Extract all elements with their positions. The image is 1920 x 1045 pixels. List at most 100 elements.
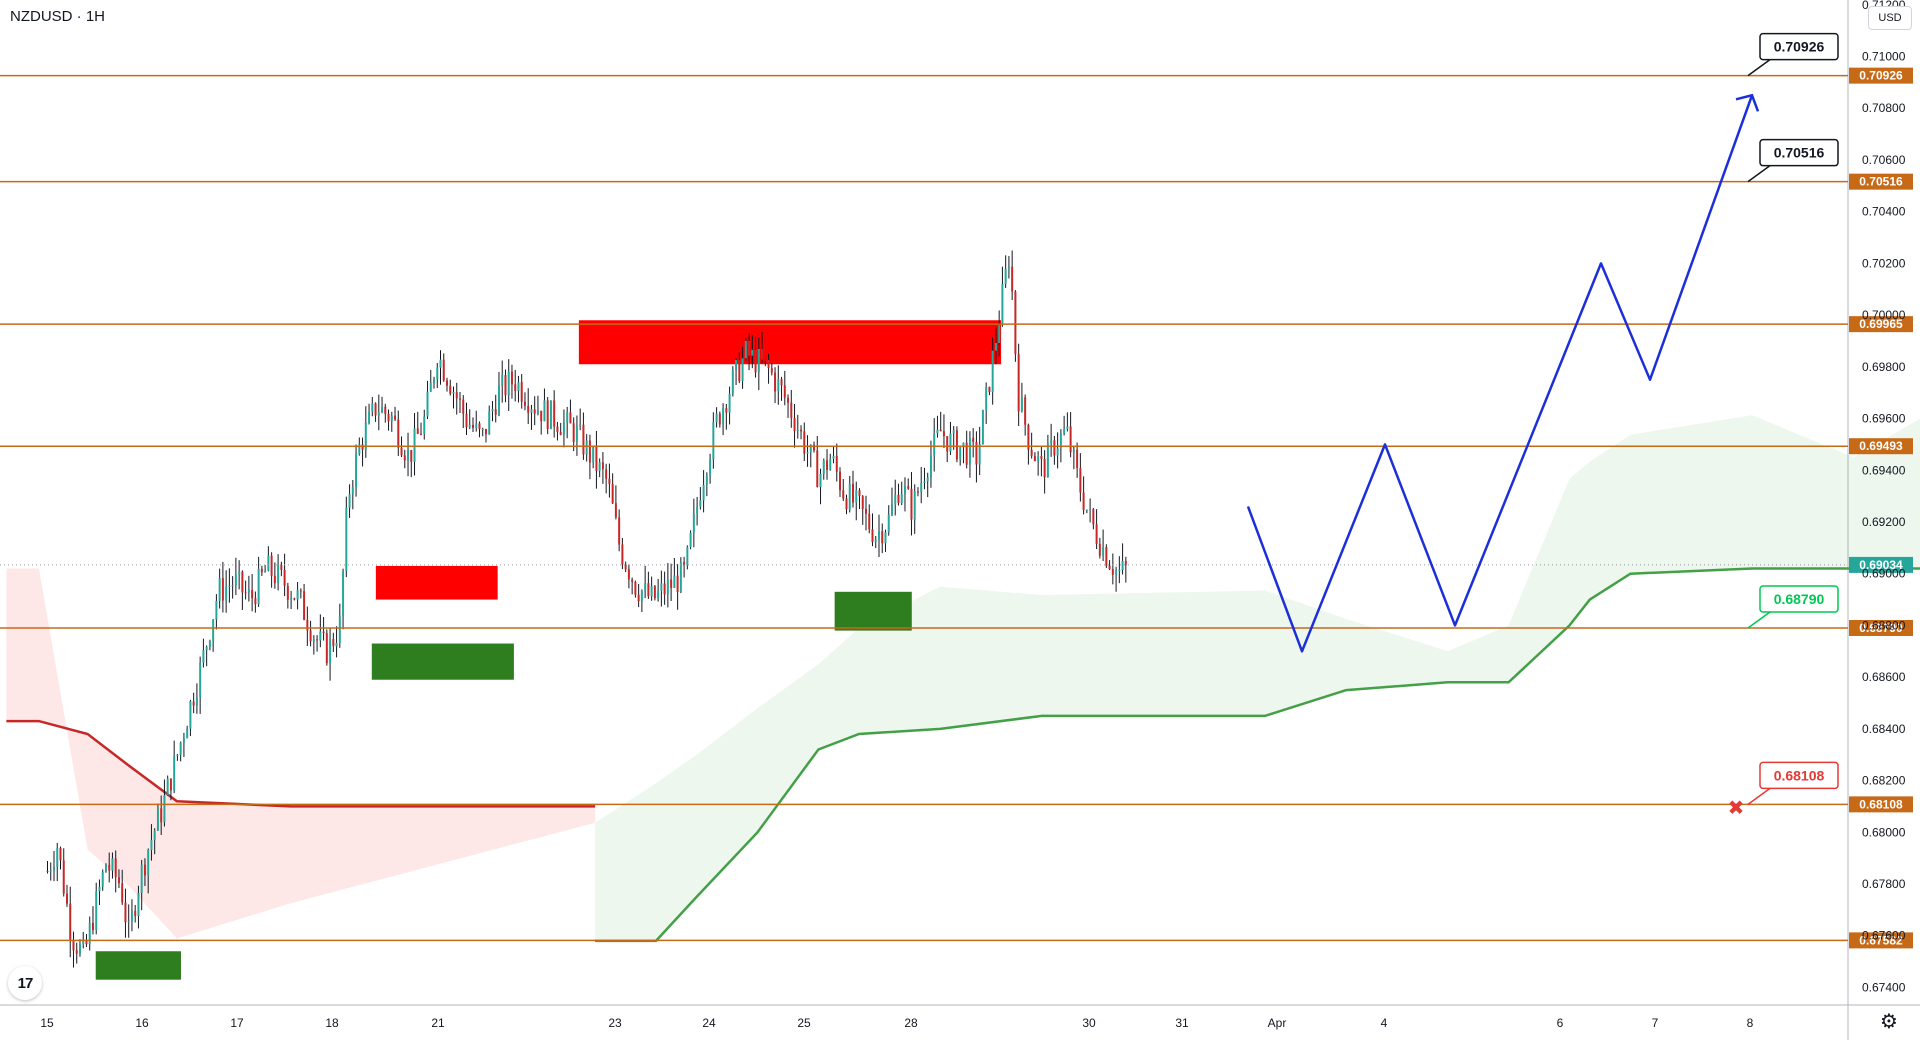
candle xyxy=(611,473,614,505)
candle-body xyxy=(88,922,91,945)
level-axis-tag xyxy=(1849,316,1913,333)
candle-body xyxy=(608,478,611,485)
tradingview-logo-icon[interactable]: 17 xyxy=(8,966,42,1000)
candle-body xyxy=(647,583,650,597)
candle xyxy=(884,529,887,552)
price-tick-label: 0.69200 xyxy=(1862,515,1906,529)
candle xyxy=(1102,529,1105,562)
gear-icon[interactable]: ⚙ xyxy=(1880,1010,1898,1033)
candle xyxy=(981,409,984,445)
candle xyxy=(416,411,419,435)
time-tick-label: 17 xyxy=(230,1016,244,1030)
candle-body xyxy=(390,415,393,422)
candle-body xyxy=(384,406,387,414)
candle xyxy=(1011,250,1014,301)
candle xyxy=(449,379,452,396)
symbol-label[interactable]: NZDUSD · 1H xyxy=(10,8,106,25)
candle-body xyxy=(764,359,767,361)
candle-body xyxy=(286,585,289,600)
candle xyxy=(345,496,348,578)
candle xyxy=(137,885,140,929)
candle xyxy=(530,404,533,430)
candle-body xyxy=(929,455,932,478)
candle-body xyxy=(394,415,397,420)
candle xyxy=(1043,450,1046,494)
candle-body xyxy=(273,575,276,584)
candle xyxy=(98,879,101,906)
candle xyxy=(52,851,55,882)
candle xyxy=(270,552,273,588)
candle-body xyxy=(241,571,244,593)
candle-body xyxy=(731,370,734,394)
candle xyxy=(939,411,942,432)
candle xyxy=(689,530,692,550)
candle-body xyxy=(826,460,829,470)
candle-body xyxy=(507,371,510,396)
candle xyxy=(72,931,75,968)
candle-body xyxy=(471,424,474,428)
candle-body xyxy=(592,445,595,463)
candle xyxy=(855,481,858,521)
candle-body xyxy=(137,892,140,917)
price-tick-label: 0.70200 xyxy=(1862,256,1906,270)
candle-body xyxy=(822,460,825,474)
price-axis: 0.71200 0.71000 0.70800 0.70600 0.70400 0.702… xyxy=(1862,0,1906,994)
candle xyxy=(757,337,760,391)
candle xyxy=(413,413,416,476)
candle-body xyxy=(848,483,851,510)
candle xyxy=(62,848,65,897)
candle-body xyxy=(351,487,354,495)
candle-body xyxy=(416,428,419,434)
candle xyxy=(650,576,653,601)
candle-body xyxy=(657,590,660,599)
candle xyxy=(1001,266,1004,327)
candle-body xyxy=(813,444,816,451)
candle xyxy=(813,441,816,453)
candle xyxy=(475,410,478,432)
candle xyxy=(238,560,241,590)
candle xyxy=(462,395,465,428)
candle xyxy=(637,584,640,608)
candle-body xyxy=(371,403,374,412)
candle-body xyxy=(458,398,461,400)
candle-body xyxy=(527,405,530,413)
candle xyxy=(436,362,439,389)
callout-box xyxy=(1759,138,1839,167)
candle-body xyxy=(712,422,715,460)
level-axis-tag xyxy=(1849,796,1913,813)
candle-body xyxy=(637,594,640,602)
candle xyxy=(653,584,656,601)
price-tick-label: 0.68000 xyxy=(1862,825,1906,839)
candle xyxy=(579,408,582,431)
candle-body xyxy=(751,349,754,356)
level-axis-tag xyxy=(1849,620,1913,637)
price-tick-label: 0.70400 xyxy=(1862,205,1906,219)
candle-body xyxy=(78,944,81,954)
candle-body xyxy=(696,506,699,514)
currency-button[interactable]: USD xyxy=(1868,6,1912,30)
candle xyxy=(800,425,803,440)
candle-body xyxy=(494,409,497,415)
current-price-text: 0.69034 xyxy=(1859,558,1903,572)
callout-box xyxy=(1759,32,1839,61)
candle xyxy=(458,391,461,414)
candle-body xyxy=(49,870,52,872)
candle xyxy=(1063,415,1066,436)
candle xyxy=(228,568,231,603)
candle-body xyxy=(52,866,55,871)
candle xyxy=(913,484,916,534)
candle-body xyxy=(1027,424,1030,450)
candle-body xyxy=(936,429,939,434)
candle xyxy=(140,859,143,911)
callout-text: 0.68790 xyxy=(1774,591,1825,607)
candle-body xyxy=(1001,283,1004,326)
price-tick-label: 0.67400 xyxy=(1862,980,1906,994)
candle xyxy=(468,409,471,430)
price-tick-label: 0.67600 xyxy=(1862,929,1906,943)
candle xyxy=(199,656,202,714)
candle-body xyxy=(777,379,780,392)
candle-body xyxy=(1066,426,1069,430)
candle-body xyxy=(692,513,695,533)
candle-body xyxy=(1082,492,1085,511)
